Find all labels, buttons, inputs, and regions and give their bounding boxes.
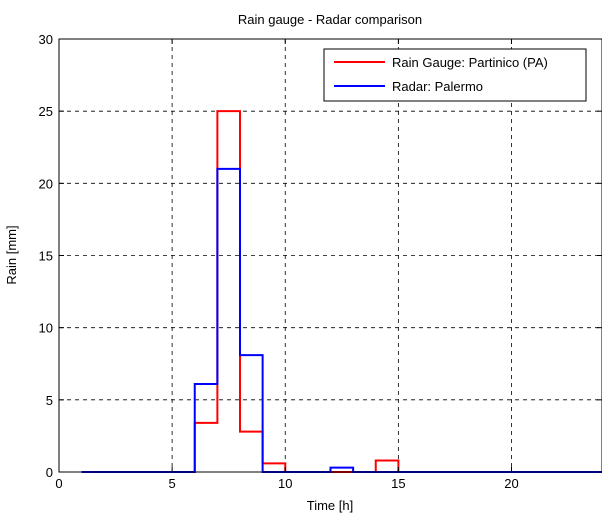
- x-tick-label: 15: [391, 476, 405, 491]
- chart-title: Rain gauge - Radar comparison: [238, 12, 422, 27]
- ticks: 0 5 10 15 20 0 5 10 15 20 25 30: [39, 32, 602, 491]
- y-axis-label: Rain [mm]: [4, 225, 19, 284]
- y-tick-label: 30: [39, 32, 53, 47]
- y-tick-label: 25: [39, 104, 53, 119]
- y-tick-label: 20: [39, 176, 53, 191]
- y-tick-label: 15: [39, 249, 53, 264]
- x-axis-label: Time [h]: [307, 498, 353, 513]
- y-tick-label: 5: [46, 393, 53, 408]
- x-tick-label: 5: [169, 476, 176, 491]
- legend-label-radar: Radar: Palermo: [392, 79, 483, 94]
- grid: [59, 39, 602, 472]
- y-tick-label: 10: [39, 321, 53, 336]
- legend: Rain Gauge: Partinico (PA) Radar: Palerm…: [323, 48, 587, 102]
- x-tick-label: 0: [55, 476, 62, 491]
- legend-box: [323, 48, 587, 102]
- y-tick-label: 0: [46, 465, 53, 480]
- x-tick-label: 20: [504, 476, 518, 491]
- legend-label-rain-gauge: Rain Gauge: Partinico (PA): [392, 55, 548, 70]
- x-tick-label: 10: [278, 476, 292, 491]
